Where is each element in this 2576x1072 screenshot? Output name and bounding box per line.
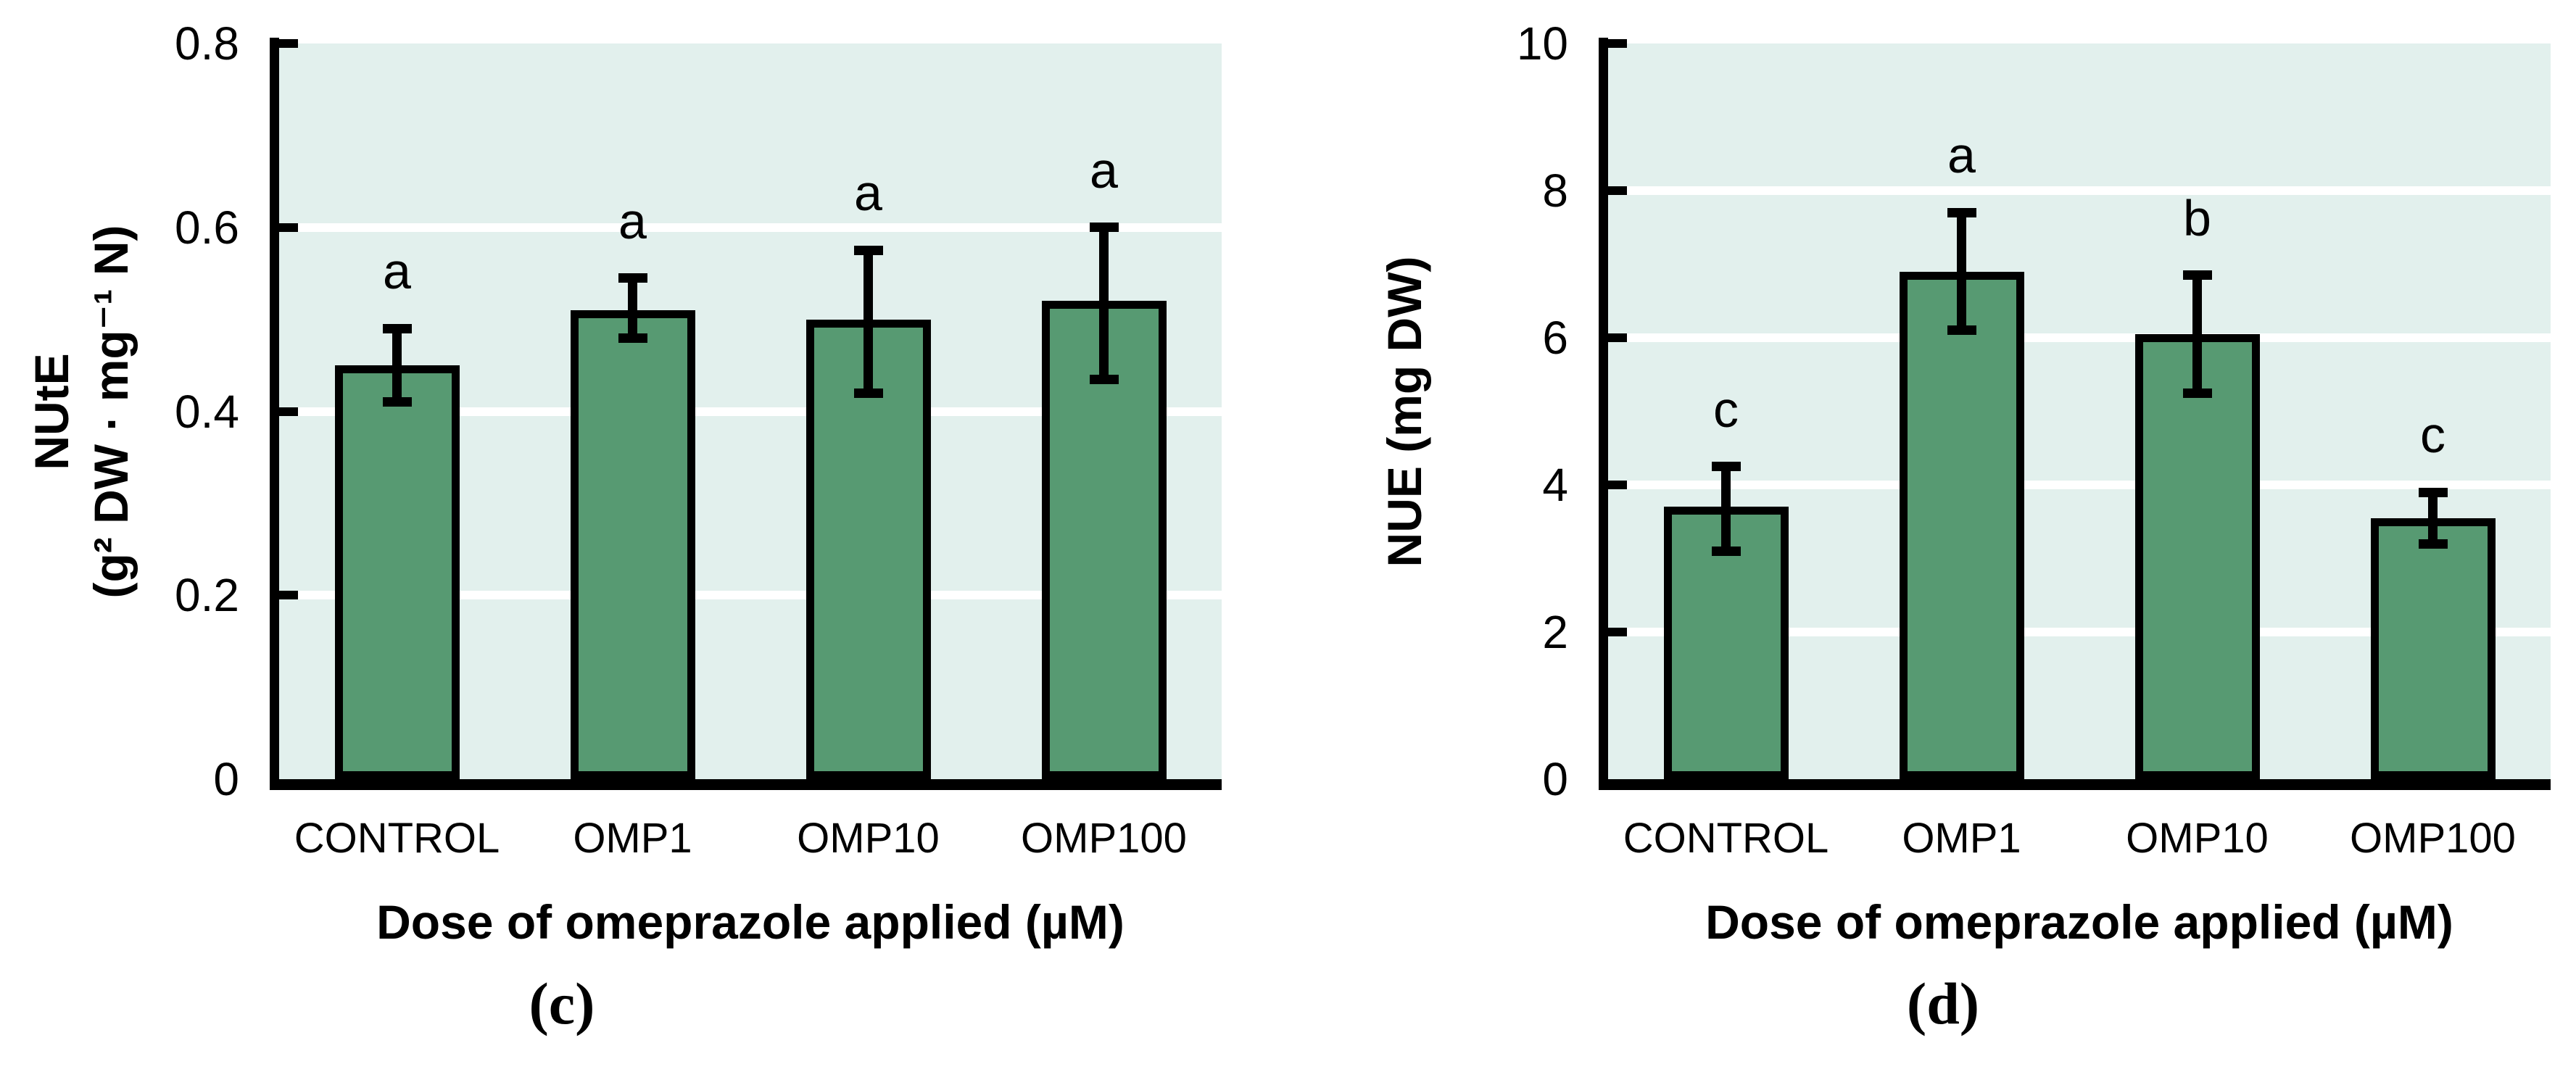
y-axis-tick — [279, 591, 298, 600]
y-axis-tick — [1608, 186, 1627, 195]
error-bar-cap-bottom — [853, 388, 883, 398]
error-bar-line — [1721, 466, 1731, 552]
error-bar-line — [1957, 212, 1966, 331]
bar-control — [334, 365, 460, 779]
error-bar-line — [628, 278, 637, 338]
y-tick-label: 4 — [1542, 459, 1568, 511]
x-category-label: OMP1 — [573, 815, 692, 862]
error-bar-line — [2192, 275, 2202, 394]
error-bar-cap-bottom — [2418, 539, 2448, 549]
y-tick-label: 6 — [1542, 312, 1568, 364]
panel-caption: (c) — [529, 971, 595, 1036]
bar-omp10 — [2134, 333, 2260, 779]
x-category-label: OMP10 — [2126, 815, 2269, 862]
error-bar-cap-top — [1711, 462, 1741, 472]
y-axis-title: NUE (mg DW) — [1375, 256, 1434, 567]
y-axis-title-line1: NUE (mg DW) — [1378, 256, 1431, 567]
y-tick-label: 0.6 — [175, 201, 239, 254]
x-category-label: OMP1 — [1902, 815, 2021, 862]
error-bar-cap-bottom — [2182, 388, 2212, 398]
error-bar-cap-top — [382, 323, 412, 333]
x-category-label: CONTROL — [1623, 815, 1829, 862]
error-bar-cap-bottom — [618, 333, 647, 343]
error-bar-cap-bottom — [1947, 325, 1976, 336]
error-bar-cap-bottom — [1089, 374, 1119, 384]
error-bar-line — [864, 250, 873, 394]
error-bar-cap-top — [2182, 270, 2212, 281]
bar-omp1 — [570, 309, 695, 779]
error-bar-cap-top — [853, 245, 883, 255]
gridline — [1608, 333, 2551, 342]
significance-letter: b — [2183, 189, 2211, 246]
significance-letter: a — [1090, 141, 1118, 199]
gridline — [279, 223, 1222, 232]
significance-letter: a — [1947, 127, 1976, 184]
x-axis-line — [270, 779, 1222, 790]
error-bar-line — [1099, 227, 1109, 380]
y-axis-tick — [1608, 481, 1627, 489]
plot-area: c a b c — [1608, 39, 2551, 779]
y-tick-label: 0 — [213, 753, 239, 805]
y-axis-tick — [1608, 628, 1627, 636]
chart-panel-d: NUE (mg DW) c a b c Dose of omeprazole appl… — [1288, 0, 2576, 1072]
gridline — [279, 407, 1222, 416]
x-axis-line — [1599, 779, 2551, 790]
x-axis-title: Dose of omeprazole applied (µM) — [1705, 895, 2453, 949]
significance-letter: a — [383, 243, 411, 300]
gridline — [1608, 186, 2551, 195]
error-bar-cap-bottom — [382, 397, 412, 407]
significance-letter: a — [854, 165, 882, 222]
error-bar-cap-top — [1089, 223, 1119, 233]
x-axis-title: Dose of omeprazole applied (µM) — [376, 895, 1125, 949]
error-bar-line — [2428, 492, 2438, 544]
error-bar-cap-top — [1947, 207, 1976, 217]
error-bar-cap-top — [2418, 487, 2448, 497]
y-axis-tick — [1608, 333, 1627, 342]
y-tick-label: 8 — [1542, 165, 1568, 217]
y-tick-label: 2 — [1542, 606, 1568, 658]
y-tick-label: 0.4 — [175, 385, 239, 438]
x-category-label: CONTROL — [294, 815, 500, 862]
bar-omp100 — [2370, 518, 2496, 779]
panel-caption: (d) — [1906, 971, 1980, 1036]
y-tick-label: 0 — [1542, 753, 1568, 805]
y-tick-label: 0.2 — [175, 569, 239, 622]
gridline — [1608, 481, 2551, 489]
error-bar-cap-bottom — [1711, 546, 1741, 556]
bar-omp1 — [1899, 271, 2024, 779]
gridline — [279, 591, 1222, 600]
y-axis-line — [270, 38, 279, 779]
plot-area: a a a a — [279, 39, 1222, 779]
y-axis-tick — [279, 223, 298, 232]
significance-letter: c — [2420, 407, 2445, 464]
y-axis-line — [1599, 38, 1608, 779]
significance-letter: c — [1713, 381, 1739, 438]
significance-letter: a — [618, 192, 647, 249]
y-tick-label: 10 — [1516, 17, 1568, 70]
y-axis-tick — [279, 39, 298, 48]
error-bar-cap-top — [618, 273, 647, 283]
y-axis-tick — [1608, 39, 1627, 48]
y-axis-tick — [279, 407, 298, 416]
error-bar-line — [392, 328, 402, 402]
x-category-label: OMP10 — [797, 815, 940, 862]
gridline — [1608, 628, 2551, 636]
x-category-label: OMP100 — [2350, 815, 2516, 862]
y-tick-label: 0.8 — [175, 17, 239, 70]
x-category-label: OMP100 — [1021, 815, 1187, 862]
